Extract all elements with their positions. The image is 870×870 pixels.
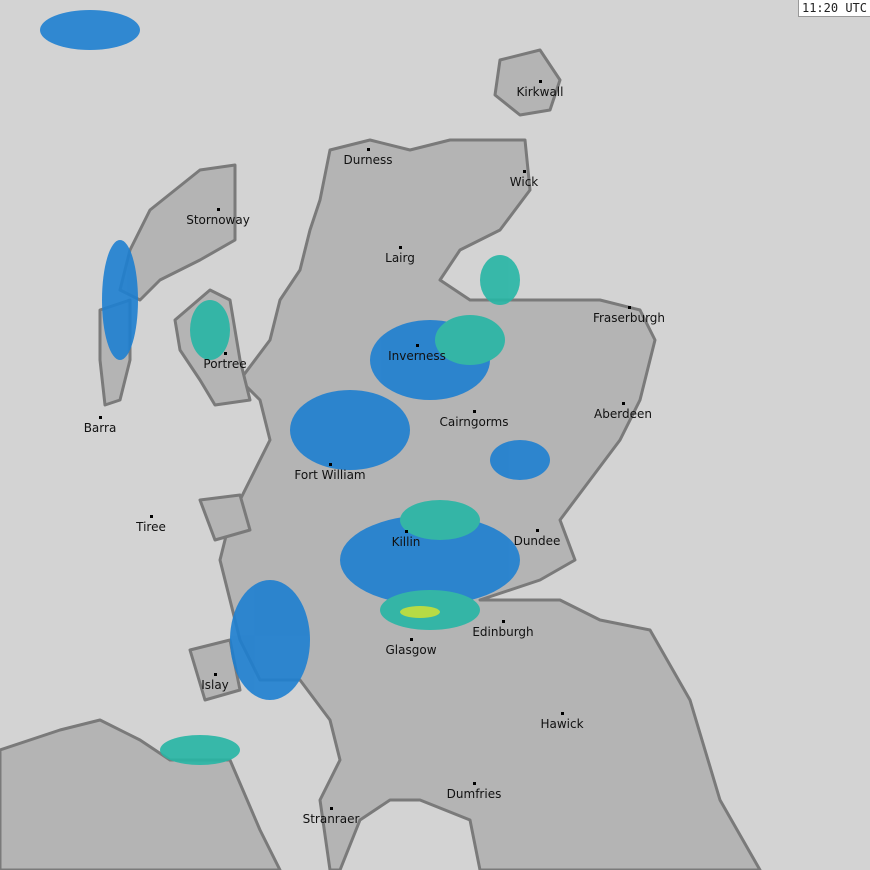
place-marker bbox=[523, 170, 526, 173]
place-label: Wick bbox=[509, 175, 539, 189]
place-label: Lairg bbox=[385, 251, 415, 265]
place-marker bbox=[405, 530, 408, 533]
timestamp: 11:20 UTC bbox=[797, 0, 870, 17]
place-marker bbox=[416, 344, 419, 347]
mainland-scotland bbox=[218, 138, 762, 870]
place-marker bbox=[330, 807, 333, 810]
place-marker bbox=[628, 306, 631, 309]
place-label: Dumfries bbox=[446, 787, 502, 801]
place-label: Inverness bbox=[388, 349, 446, 363]
place-label: Cairngorms bbox=[439, 415, 509, 429]
place-marker bbox=[217, 208, 220, 211]
place-marker bbox=[399, 246, 402, 249]
place-label: Fort William bbox=[294, 468, 366, 482]
orkney bbox=[493, 48, 562, 117]
place-marker bbox=[410, 638, 413, 641]
mull bbox=[198, 493, 252, 542]
place-marker bbox=[502, 620, 505, 623]
place-label: Kirkwall bbox=[516, 85, 564, 99]
place-marker bbox=[539, 80, 542, 83]
lewis-harris bbox=[118, 163, 237, 302]
place-label: Portree bbox=[203, 357, 247, 371]
place-label: Barra bbox=[83, 421, 117, 435]
place-marker bbox=[224, 352, 227, 355]
place-label: Hawick bbox=[540, 717, 584, 731]
place-marker bbox=[367, 148, 370, 151]
place-marker bbox=[561, 712, 564, 715]
place-label: Islay bbox=[201, 678, 229, 692]
rain bbox=[40, 10, 550, 765]
place-label: Fraserburgh bbox=[592, 311, 666, 325]
place-label: Aberdeen bbox=[594, 407, 652, 421]
place-marker bbox=[622, 402, 625, 405]
northern-ireland bbox=[0, 718, 282, 870]
place-marker bbox=[99, 416, 102, 419]
place-marker bbox=[150, 515, 153, 518]
place-label: Glasgow bbox=[385, 643, 437, 657]
place-label: Stornoway bbox=[186, 213, 250, 227]
place-marker bbox=[473, 410, 476, 413]
place-marker bbox=[536, 529, 539, 532]
place-label: Durness bbox=[343, 153, 393, 167]
place-marker bbox=[329, 463, 332, 466]
place-label: Edinburgh bbox=[472, 625, 534, 639]
islay bbox=[188, 638, 242, 702]
place-label: Stranraer bbox=[302, 812, 360, 826]
place-label: Killin bbox=[391, 535, 421, 549]
place-label: Tiree bbox=[136, 520, 166, 534]
place-marker bbox=[473, 782, 476, 785]
place-label: Dundee bbox=[513, 534, 561, 548]
place-marker bbox=[214, 673, 217, 676]
